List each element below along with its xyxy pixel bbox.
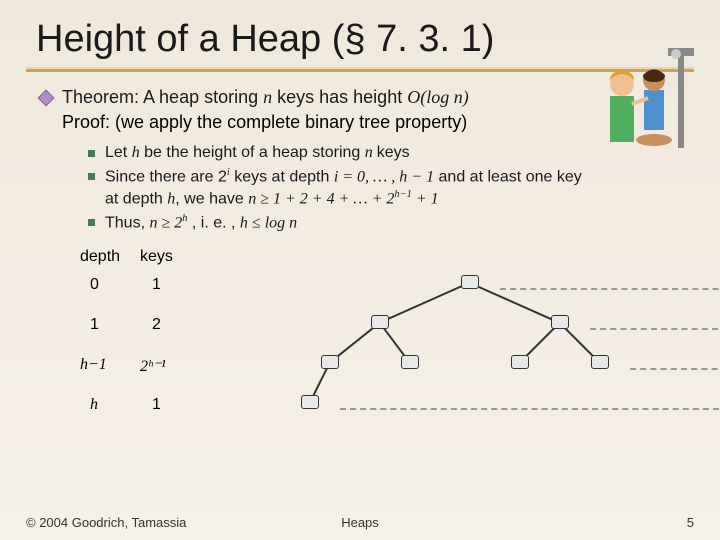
tree-node <box>301 395 319 409</box>
tree-node <box>461 275 479 289</box>
tree-node <box>371 315 389 329</box>
tree-node <box>321 355 339 369</box>
var-n: n <box>365 144 377 161</box>
keys-0: 1 <box>152 276 161 294</box>
keys-header: keys <box>140 248 173 266</box>
t: be the height of a heap storing <box>140 144 365 161</box>
footer: © 2004 Goodrich, Tamassia Heaps 5 <box>26 515 694 530</box>
depth-header: depth <box>80 248 120 266</box>
final: h ≤ log n <box>240 214 297 231</box>
clipart-image <box>592 40 702 160</box>
t: Let <box>105 144 132 161</box>
tree-node <box>551 315 569 329</box>
page-number: 5 <box>687 515 694 530</box>
t: and at least one key <box>434 168 582 185</box>
t: + 1 <box>412 190 439 207</box>
keys-2: 2ʰ⁻¹ <box>140 356 166 376</box>
theorem-mid: keys has height <box>272 87 407 107</box>
footer-title: Heaps <box>341 515 379 530</box>
sup: h−1 <box>394 189 411 200</box>
depth-3: h <box>90 396 98 414</box>
ineq: n ≥ 1 + 2 + 4 + … + 2 <box>248 190 394 207</box>
depth-1: 1 <box>90 316 99 334</box>
var-n: n <box>263 87 272 107</box>
bigO: O(log n) <box>407 87 469 107</box>
ineq: n ≥ 2 <box>149 214 182 231</box>
keys-1: 2 <box>152 316 161 334</box>
t: , i. e. , <box>187 214 239 231</box>
t: , we have <box>175 190 248 207</box>
var-h: h <box>132 144 140 161</box>
t: Thus, <box>105 214 149 231</box>
t: keys <box>377 144 410 161</box>
sub-3-text: Thus, n ≥ 2h , i. e. , h ≤ log n <box>105 212 297 234</box>
sub-1-text: Let h be the height of a heap storing n … <box>105 143 410 164</box>
sub-2: Since there are 2i keys at depth i = 0, … <box>88 166 690 210</box>
t: at depth <box>105 190 167 207</box>
tree-node <box>401 355 419 369</box>
sub-2-text: Since there are 2i keys at depth i = 0, … <box>105 166 582 210</box>
expr: i = 0, … , h − 1 <box>334 168 434 185</box>
tree-node <box>591 355 609 369</box>
dashed-line <box>630 368 720 370</box>
t: Since there are 2 <box>105 168 227 185</box>
theorem-text: Theorem: A heap storing n keys has heigh… <box>62 86 469 109</box>
square-icon <box>88 219 95 226</box>
depth-0: 0 <box>90 276 99 294</box>
copyright: © 2004 Goodrich, Tamassia <box>26 515 186 530</box>
sub-3: Thus, n ≥ 2h , i. e. , h ≤ log n <box>88 212 690 234</box>
tree <box>200 254 720 444</box>
tree-node <box>511 355 529 369</box>
square-icon <box>88 173 95 180</box>
depth-2: h−1 <box>80 356 107 374</box>
dashed-line <box>500 288 720 290</box>
keys-3: 1 <box>152 396 161 414</box>
diagram: depth keys 0 1 1 2 h−1 2ʰ⁻¹ h 1 <box>80 248 690 448</box>
diamond-icon <box>38 90 55 107</box>
dashed-line <box>590 328 720 330</box>
theorem-label: Theorem: A heap storing <box>62 87 263 107</box>
tree-edge <box>380 282 471 323</box>
t: keys at depth <box>230 168 334 185</box>
dashed-line <box>340 408 720 410</box>
square-icon <box>88 150 95 157</box>
